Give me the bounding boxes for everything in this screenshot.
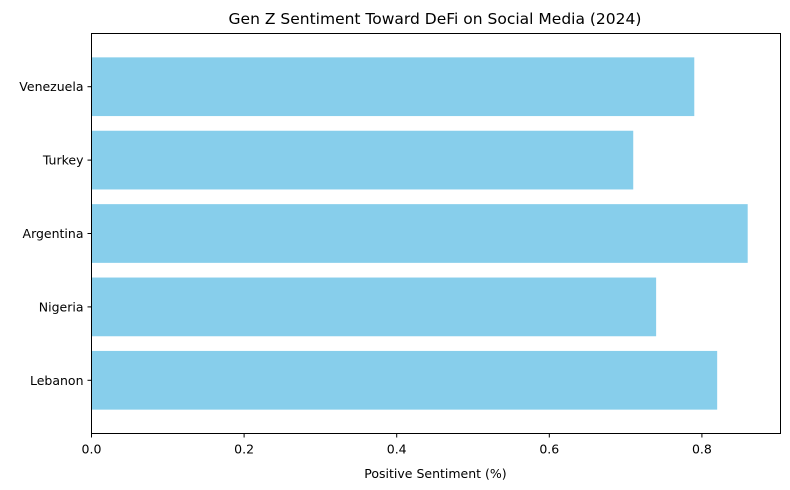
y-tick-label: Argentina (23, 226, 84, 241)
bar-argentina (91, 204, 748, 263)
x-tick-label: 0.4 (387, 442, 407, 457)
y-tick-label: Nigeria (39, 299, 84, 314)
bars-group (91, 57, 748, 410)
x-tick-label: 0.0 (82, 442, 102, 457)
bar-lebanon (91, 350, 718, 410)
y-axis: Lebanon Nigeria Argentina Turkey Venezuela (19, 79, 92, 388)
y-tick-label: Venezuela (19, 79, 83, 94)
plot-frame (91, 33, 781, 434)
x-tick-label: 0.8 (692, 442, 712, 457)
bar-venezuela (91, 57, 695, 117)
y-tick-label: Lebanon (30, 373, 84, 388)
x-tick-label: 0.6 (539, 442, 559, 457)
y-tick-label: Turkey (42, 153, 84, 168)
x-tick-label: 0.2 (234, 442, 254, 457)
x-axis: 0.0 0.2 0.4 0.6 0.8 (82, 433, 712, 457)
x-axis-label: Positive Sentiment (%) (364, 466, 506, 481)
bar-turkey (91, 130, 634, 190)
chart-title: Gen Z Sentiment Toward DeFi on Social Me… (229, 10, 642, 28)
bar-nigeria (91, 277, 657, 337)
